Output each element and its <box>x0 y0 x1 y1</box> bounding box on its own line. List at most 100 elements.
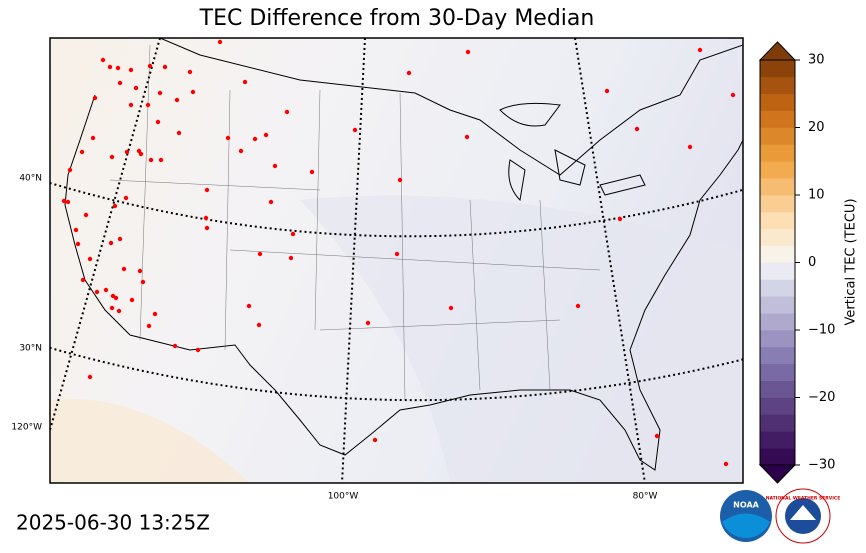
station <box>190 89 196 95</box>
station <box>137 268 143 274</box>
lon-label: 100°W <box>328 492 359 502</box>
shade <box>300 195 743 483</box>
station <box>83 212 89 218</box>
colorbar-band <box>760 228 795 246</box>
colorbar-extend <box>758 464 797 484</box>
station <box>90 135 96 141</box>
lon-label: 80°W <box>633 492 658 502</box>
station <box>217 39 223 45</box>
station <box>109 305 115 311</box>
station <box>79 149 85 155</box>
colorbar-band <box>760 262 795 280</box>
colorbar-band <box>760 431 795 449</box>
station <box>187 69 193 75</box>
nws-text: NATIONAL WEATHER SERVICE <box>766 496 841 502</box>
great-lakes <box>499 102 646 202</box>
colorbar-band <box>760 245 795 263</box>
station <box>654 433 660 439</box>
state-borders <box>109 44 601 401</box>
border <box>159 38 743 176</box>
station <box>365 320 371 326</box>
station <box>121 266 127 272</box>
station <box>116 308 122 314</box>
colorbar-band <box>760 313 795 331</box>
station <box>65 199 71 205</box>
colorbar-band <box>760 161 795 179</box>
station <box>110 293 116 299</box>
station <box>129 297 135 303</box>
station <box>128 102 134 108</box>
station <box>133 85 139 91</box>
station <box>284 109 290 115</box>
station <box>687 144 693 150</box>
stations <box>61 39 736 467</box>
shade <box>50 399 250 483</box>
colorbar-band <box>760 330 795 348</box>
station <box>394 251 400 257</box>
station <box>634 126 640 132</box>
colorbar-band <box>760 76 795 95</box>
station <box>372 437 378 443</box>
station <box>87 374 93 380</box>
nws-logo: NATIONAL WEATHER SERVICE <box>766 488 841 544</box>
colorbar-tick-label: −10 <box>808 323 835 338</box>
station <box>288 255 294 261</box>
station <box>252 136 258 142</box>
colorbar-band <box>760 195 795 213</box>
station <box>172 343 178 349</box>
station <box>204 225 210 231</box>
colorbar-band <box>760 296 795 314</box>
station <box>174 97 180 103</box>
station <box>238 148 244 154</box>
station <box>152 311 158 317</box>
station <box>575 303 581 309</box>
station <box>697 47 703 53</box>
station <box>128 67 134 73</box>
colorbar-band <box>760 397 795 415</box>
colorbar-tick-label: 0 <box>808 255 816 270</box>
station <box>87 256 93 262</box>
station <box>148 157 154 163</box>
lon-label: 120°W <box>11 423 42 433</box>
station <box>162 64 168 70</box>
station <box>107 64 113 70</box>
station <box>268 199 274 205</box>
station <box>147 63 153 69</box>
station <box>112 203 118 209</box>
colorbar-band <box>760 127 795 145</box>
station <box>448 305 454 311</box>
station <box>406 70 412 76</box>
colorbar-band <box>760 144 795 162</box>
station <box>257 251 263 257</box>
station <box>123 195 129 201</box>
colorbar-band <box>760 60 795 78</box>
colorbar-tick-label: 10 <box>808 188 825 203</box>
station <box>117 236 123 242</box>
station <box>100 57 106 63</box>
map-frame <box>49 37 744 484</box>
station <box>73 227 79 233</box>
colorbar-band <box>760 346 795 365</box>
station <box>124 149 130 155</box>
station <box>225 135 231 141</box>
colorbar-tick-label: 30 <box>808 53 825 68</box>
colorbar-tick-label: −30 <box>808 458 835 473</box>
parallel <box>50 181 743 402</box>
timestamp: 2025-06-30 13:25Z <box>16 511 210 535</box>
station <box>145 102 151 108</box>
station <box>109 154 115 160</box>
colorbar-band <box>760 93 795 111</box>
station <box>465 49 471 55</box>
station <box>195 347 201 353</box>
station <box>117 80 123 86</box>
colorbar: 30 20 10 0 −10 −20 −30 <box>758 41 835 484</box>
station <box>464 134 470 140</box>
station <box>309 169 315 175</box>
station <box>140 279 146 285</box>
station <box>158 157 164 163</box>
station <box>146 323 152 329</box>
station <box>203 215 209 221</box>
station <box>617 216 623 222</box>
station <box>256 322 262 328</box>
